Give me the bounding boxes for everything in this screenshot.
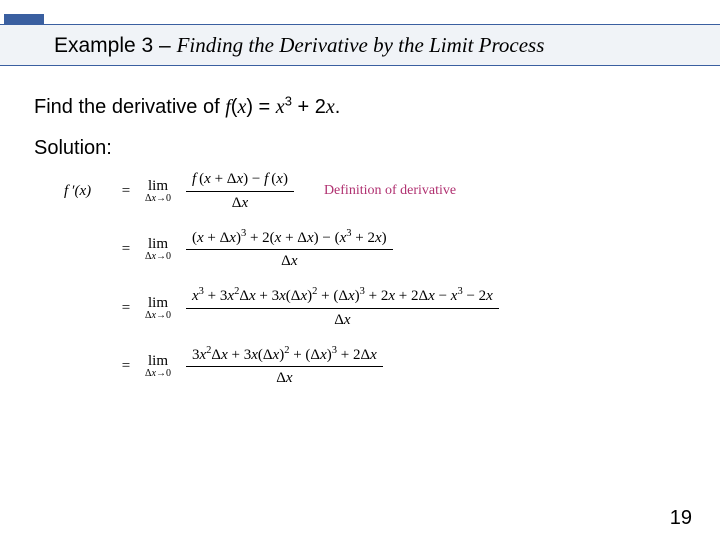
rhs-var2: x bbox=[326, 96, 335, 118]
equals-4: = bbox=[116, 358, 136, 375]
limit-operator-3: lim Δx→0 bbox=[136, 296, 180, 321]
lhs-fprime: f ′(x) bbox=[64, 183, 116, 200]
fraction-3: x3 + 3x2Δx + 3x(Δx)2 + (Δx)3 + 2x + 2Δx … bbox=[186, 287, 499, 330]
limit-sub-4: Δx→0 bbox=[145, 369, 171, 379]
numerator-2: (x + Δx)3 + 2(x + Δx) − (x3 + 2x) bbox=[186, 229, 393, 251]
fn-eq: ) = bbox=[246, 96, 275, 118]
problem-statement: Find the derivative of f(x) = x3 + 2x. bbox=[34, 96, 686, 119]
limit-sub: Δx→0 bbox=[145, 194, 171, 204]
numerator-4: 3x2Δx + 3x(Δx)2 + (Δx)3 + 2Δx bbox=[186, 346, 383, 368]
fraction-4: 3x2Δx + 3x(Δx)2 + (Δx)3 + 2Δx Δx bbox=[186, 346, 383, 389]
denominator-1: Δx bbox=[232, 192, 248, 213]
body-area: Find the derivative of f(x) = x3 + 2x. S… bbox=[0, 72, 720, 388]
title-prefix: Example 3 – bbox=[54, 34, 177, 57]
denominator-2: Δx bbox=[281, 250, 297, 271]
limit-word-4: lim bbox=[148, 354, 168, 369]
fraction-2: (x + Δx)3 + 2(x + Δx) − (x3 + 2x) Δx bbox=[186, 229, 393, 272]
annotation-definition: Definition of derivative bbox=[324, 183, 456, 199]
equals-3: = bbox=[116, 300, 136, 317]
denominator-4: Δx bbox=[276, 367, 292, 388]
derivation-block: f ′(x) = lim Δx→0 f (x + Δx) − f (x) Δx … bbox=[34, 170, 686, 388]
math-row-3: = lim Δx→0 x3 + 3x2Δx + 3x(Δx)2 + (Δx)3 … bbox=[64, 287, 686, 330]
equals: = bbox=[116, 183, 136, 200]
limit-operator-4: lim Δx→0 bbox=[136, 354, 180, 379]
denominator-3: Δx bbox=[334, 309, 350, 330]
title-italic: Finding the Derivative by the Limit Proc… bbox=[177, 33, 545, 57]
page-title: Example 3 – Finding the Derivative by th… bbox=[54, 33, 544, 58]
limit-sub-2: Δx→0 bbox=[145, 252, 171, 262]
fn-var: x bbox=[237, 96, 246, 118]
limit-word-3: lim bbox=[148, 296, 168, 311]
numerator-3: x3 + 3x2Δx + 3x(Δx)2 + (Δx)3 + 2x + 2Δx … bbox=[186, 287, 499, 309]
limit-operator-2: lim Δx→0 bbox=[136, 237, 180, 262]
rhs-exp: 3 bbox=[285, 93, 292, 108]
rhs-var: x bbox=[276, 96, 285, 118]
fraction-1: f (x + Δx) − f (x) Δx bbox=[186, 170, 294, 213]
rhs-plus: + 2 bbox=[292, 96, 326, 118]
math-row-1: f ′(x) = lim Δx→0 f (x + Δx) − f (x) Δx … bbox=[64, 170, 686, 213]
banner-bar: Example 3 – Finding the Derivative by th… bbox=[0, 24, 720, 66]
limit-word: lim bbox=[148, 179, 168, 194]
limit-word-2: lim bbox=[148, 237, 168, 252]
limit-operator: lim Δx→0 bbox=[136, 179, 180, 204]
math-row-4: = lim Δx→0 3x2Δx + 3x(Δx)2 + (Δx)3 + 2Δx… bbox=[64, 346, 686, 389]
solution-heading: Solution: bbox=[34, 137, 686, 160]
problem-lead: Find the derivative of bbox=[34, 96, 225, 118]
limit-sub-3: Δx→0 bbox=[145, 311, 171, 321]
rhs-end: . bbox=[335, 96, 341, 118]
numerator-1: f (x + Δx) − f (x) bbox=[186, 170, 294, 192]
page-number: 19 bbox=[670, 507, 692, 530]
title-banner: Example 3 – Finding the Derivative by th… bbox=[0, 10, 720, 72]
math-row-2: = lim Δx→0 (x + Δx)3 + 2(x + Δx) − (x3 +… bbox=[64, 229, 686, 272]
equals-2: = bbox=[116, 241, 136, 258]
